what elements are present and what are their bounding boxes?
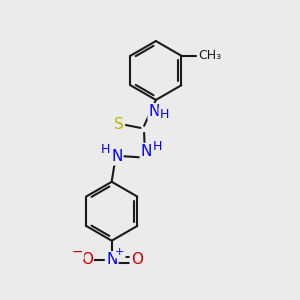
- Text: H: H: [100, 143, 110, 156]
- Text: N: N: [149, 104, 160, 119]
- Text: S: S: [114, 118, 124, 133]
- Text: +: +: [115, 248, 125, 257]
- Text: H: H: [159, 108, 169, 121]
- Text: N: N: [111, 149, 122, 164]
- Text: N: N: [106, 252, 117, 267]
- Text: CH₃: CH₃: [198, 49, 221, 62]
- Text: H: H: [153, 140, 162, 153]
- Text: −: −: [71, 244, 83, 259]
- Text: O: O: [81, 252, 93, 267]
- Text: O: O: [131, 252, 143, 267]
- Text: N: N: [141, 144, 152, 159]
